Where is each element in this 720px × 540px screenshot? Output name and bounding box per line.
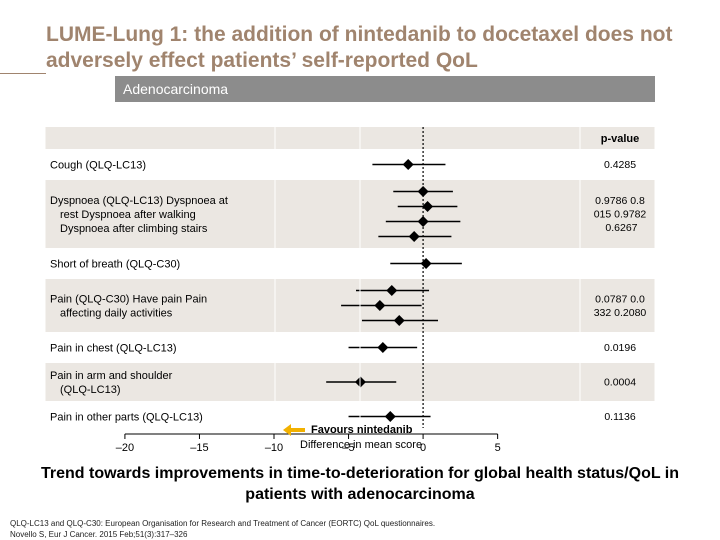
point-estimate	[374, 300, 386, 311]
row-label: Short of breath (QLQ-C30)	[50, 258, 180, 270]
row-label: Pain in chest (QLQ-LC13)	[50, 342, 177, 354]
x-tick-label: –10	[265, 442, 283, 454]
left-arrow-icon	[283, 424, 305, 436]
row-label: Pain in arm and shoulder (QLQ-LC13)	[50, 370, 173, 396]
x-tick-label: 5	[495, 442, 501, 454]
row-label: Dyspnoea (QLQ-LC13) Dyspnoea at rest Dysp…	[50, 195, 228, 235]
footnotes: QLQ-LC13 and QLQ-C30: European Organisat…	[10, 518, 435, 540]
conclusion-text: Trend towards improvements in time-to-de…	[41, 465, 679, 503]
header-band	[45, 127, 655, 149]
point-estimate	[420, 258, 432, 269]
pvalue-cell: 0.0004	[604, 377, 636, 389]
x-tick-label: –20	[116, 442, 134, 454]
row-label: Pain (QLQ-C30) Have pain Pain affecting d…	[50, 293, 207, 319]
subset-banner: Adenocarcinoma	[115, 76, 655, 102]
point-estimate	[417, 216, 429, 227]
x-tick-label: –15	[190, 442, 208, 454]
point-estimate	[422, 201, 434, 212]
pvalue-cell: 0.0787 0.0 332 0.2080	[594, 293, 647, 319]
pvalue-header: p-value	[601, 133, 640, 145]
title-divider	[0, 73, 46, 74]
row-band	[45, 180, 655, 248]
pvalue-cell: 0.1136	[604, 411, 635, 423]
forest-plot: p-value Cough (QLQ-LC13) 0.4285 Dyspnoea (Q…	[44, 127, 656, 454]
point-estimate	[393, 315, 405, 326]
row-label: Pain in other parts (QLQ-LC13)	[50, 411, 203, 423]
favours-annotation: Favours nintedanib	[283, 422, 412, 438]
slide-title: LUME-Lung 1: the addition of nintedanib …	[46, 23, 673, 72]
point-estimate	[402, 159, 414, 170]
footnote-line: QLQ-LC13 and QLQ-C30: European Organisat…	[10, 519, 436, 528]
point-estimate	[377, 342, 389, 353]
x-tick-label: 0	[420, 442, 426, 454]
row-label: Cough (QLQ-LC13)	[50, 159, 146, 171]
point-estimate	[408, 231, 420, 242]
x-tick-label: –5	[342, 442, 354, 454]
footnote-line: Novello S, Eur J Cancer. 2015 Feb;51(3):…	[10, 530, 188, 539]
point-estimate	[386, 285, 398, 296]
pvalue-cell: 0.9786 0.8 015 0.9782 0.6267	[594, 195, 647, 234]
pvalue-cell: 0.4285	[604, 159, 636, 171]
point-estimate	[384, 411, 396, 422]
x-axis-label: Difference in mean score	[300, 439, 423, 451]
pvalue-cell: 0.0196	[604, 342, 636, 354]
favours-label: Favours nintedanib	[311, 424, 413, 436]
